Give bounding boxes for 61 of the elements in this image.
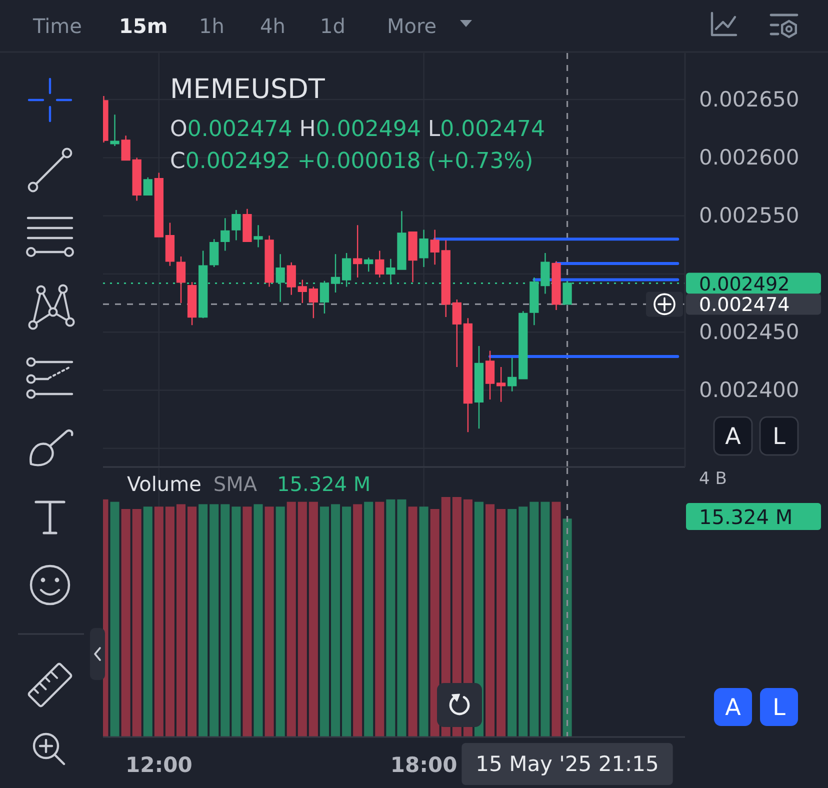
candlestick	[165, 222, 175, 266]
candlestick	[364, 257, 374, 272]
candlestick	[430, 229, 440, 266]
text: L	[772, 424, 786, 450]
y-tick-label: 0.002450	[699, 320, 800, 344]
candlestick	[210, 238, 219, 268]
candlestick	[441, 240, 450, 318]
candlestick	[232, 209, 241, 241]
text: 4 B	[699, 469, 727, 489]
x-tick-label: 12:00	[125, 752, 192, 777]
text: A	[725, 424, 742, 450]
text: SMA	[213, 472, 258, 496]
ref-line-label: 15 May '25 21:15	[476, 752, 659, 776]
candlestick	[353, 224, 362, 278]
text: 15m	[119, 14, 168, 38]
text: 1d	[320, 14, 346, 38]
candlestick	[452, 298, 462, 368]
candlestick	[320, 280, 330, 314]
candlestick	[463, 318, 473, 433]
candlestick	[176, 256, 186, 304]
annotation: C0.002492 +0.000018 (+0.73%)	[170, 149, 534, 174]
y-tick-label: 0.002400	[699, 378, 800, 402]
y-tick-label: 0.002600	[699, 145, 800, 170]
candlestick	[518, 310, 528, 380]
x-tick-label: 18:00	[390, 752, 458, 777]
text: 4h	[260, 14, 286, 38]
text: MEMEUSDT	[170, 74, 326, 105]
candlestick	[298, 279, 307, 304]
candlestick	[121, 134, 130, 161]
candlestick	[375, 250, 384, 278]
text: Time	[32, 14, 82, 38]
chart-title: Volume	[127, 472, 202, 496]
candlestick	[552, 260, 561, 311]
candlestick	[187, 281, 197, 326]
candlestick	[408, 231, 418, 283]
candlestick	[508, 357, 517, 392]
candlestick	[254, 224, 263, 248]
candlestick	[154, 172, 164, 238]
text: A	[725, 695, 742, 721]
candlestick	[132, 157, 142, 202]
text: More	[387, 14, 437, 38]
text: 15.324 M	[277, 472, 371, 496]
candlestick	[308, 286, 318, 319]
candlestick	[264, 234, 274, 288]
candlestick	[485, 350, 495, 400]
text: 15.324 M	[699, 505, 793, 529]
ref-line-label: 0.002492	[699, 273, 790, 296]
text: L	[772, 695, 786, 721]
candlestick	[242, 208, 252, 242]
y-tick-label: 0.002650	[699, 87, 800, 112]
candlestick	[220, 218, 230, 252]
candlestick	[286, 262, 296, 296]
candlestick	[474, 345, 484, 430]
candlestick	[110, 114, 120, 147]
ref-line-label: 0.002474	[699, 294, 790, 316]
y-tick-label: 0.002550	[699, 204, 800, 228]
annotation: O0.002474 H0.002494 L0.002474	[170, 117, 546, 142]
candlestick	[143, 176, 152, 196]
candlestick	[419, 229, 428, 268]
candlestick	[496, 366, 506, 402]
text: 1h	[199, 14, 224, 38]
